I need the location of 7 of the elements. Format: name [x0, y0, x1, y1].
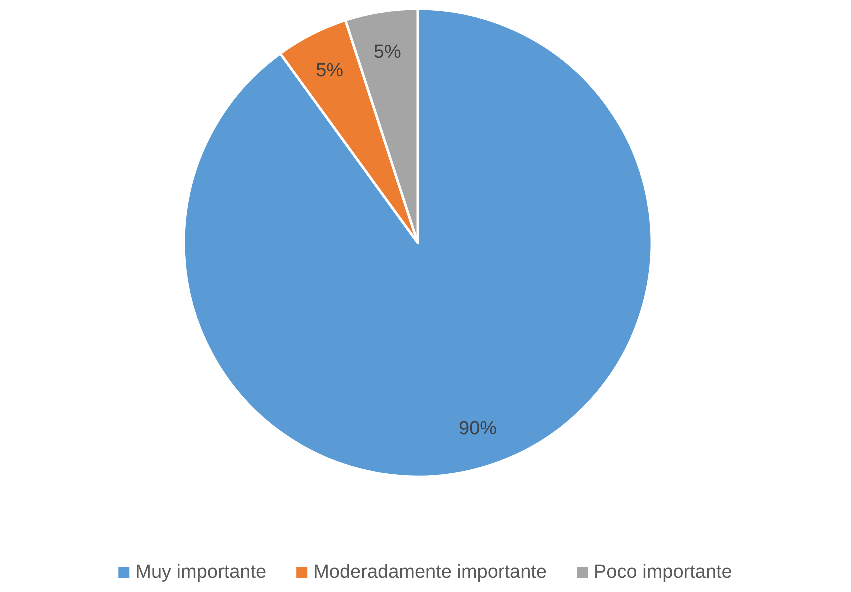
data-label: 5%: [316, 60, 344, 82]
data-label: 90%: [459, 418, 498, 440]
legend-label: Moderadamente importante: [314, 562, 548, 583]
pie-slice: [182, 8, 654, 478]
data-label: 5%: [374, 42, 402, 63]
legend-label: Muy importante: [136, 562, 267, 583]
legend-label: Poco importante: [594, 562, 732, 583]
